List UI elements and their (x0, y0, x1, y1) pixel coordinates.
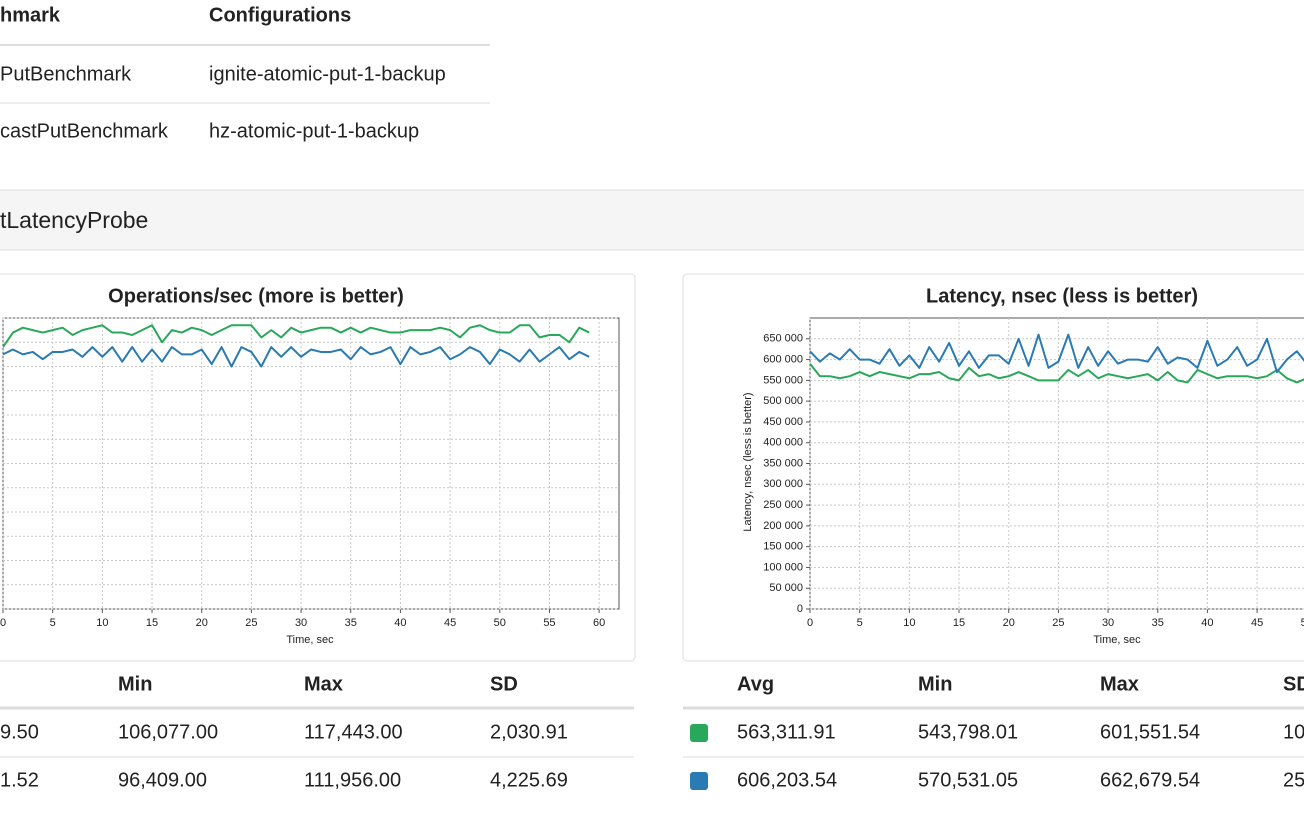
table-header: SD (490, 673, 518, 695)
y-tick-label: 350 000 (763, 457, 803, 469)
x-tick-label: 5 (857, 617, 863, 629)
table-cell: 106,077.00 (118, 721, 218, 743)
plot-lines (3, 324, 590, 368)
x-tick-label: 25 (245, 617, 257, 629)
table-cell: ignite-atomic-put-1-backup (209, 63, 446, 85)
table-cell: 4,225.69 (490, 769, 568, 791)
series-line (810, 333, 1304, 374)
x-axis-title: Time, sec (1093, 634, 1141, 646)
x-tick-label: 40 (394, 617, 406, 629)
y-tick-label: 100 000 (763, 561, 803, 573)
x-tick-label: 0 (0, 617, 6, 629)
table-cell: PutBenchmark (0, 63, 132, 85)
table-cell: 601,551.54 (1100, 721, 1200, 743)
table-header: hmark (0, 4, 61, 26)
section-bar (0, 189, 1304, 251)
x-tick-label: 20 (1003, 617, 1015, 629)
x-tick-label: 10 (903, 617, 915, 629)
table-cell: castPutBenchmark (0, 120, 169, 142)
y-tick-label: 0 (797, 603, 803, 615)
legend-swatch (690, 724, 708, 742)
y-tick-label: 650 000 (763, 333, 803, 345)
legend-swatch (690, 772, 708, 790)
x-tick-label: 15 (146, 617, 158, 629)
x-tick-label: 30 (295, 617, 307, 629)
table-cell: 2,030.91 (490, 721, 568, 743)
x-tick-label: 40 (1201, 617, 1213, 629)
plot-lines (810, 333, 1304, 384)
table-cell: 662,679.54 (1100, 769, 1200, 791)
section-title: tLatencyProbe (0, 207, 148, 233)
x-tick-label: 50 (494, 617, 506, 629)
table-header: Configurations (209, 4, 351, 26)
y-tick-label: 250 000 (763, 499, 803, 511)
x-tick-label: 60 (593, 617, 605, 629)
series-line (3, 324, 590, 348)
table-cell: 563,311.91 (737, 721, 836, 743)
table-header: Max (1100, 673, 1139, 695)
series-line (3, 346, 590, 368)
series-line (810, 363, 1304, 384)
y-tick-label: 150 000 (763, 541, 803, 553)
y-tick-label: 200 000 (763, 520, 803, 532)
x-tick-label: 10 (96, 617, 108, 629)
chart-title: Operations/sec (more is better) (108, 285, 404, 307)
x-tick-label: 45 (1251, 617, 1263, 629)
x-tick-label: 45 (444, 617, 456, 629)
table-cell: 9.50 (0, 721, 39, 743)
table-header: Min (118, 673, 152, 695)
table-cell: 1.52 (0, 769, 39, 791)
x-tick-label: 30 (1102, 617, 1114, 629)
y-tick-label: 600 000 (763, 353, 803, 365)
y-tick-label: 400 000 (763, 437, 803, 449)
x-tick-label: 50 (1301, 617, 1304, 629)
y-tick-label: 300 000 (763, 478, 803, 490)
x-tick-label: 55 (543, 617, 555, 629)
plot-area (809, 317, 1304, 610)
x-tick-label: 20 (196, 617, 208, 629)
table-header: Avg (737, 673, 774, 695)
table-cell: hz-atomic-put-1-backup (209, 120, 419, 142)
x-tick-label: 0 (807, 617, 813, 629)
table-header: Min (918, 673, 952, 695)
y-tick-label: 450 000 (763, 416, 803, 428)
table-cell: 606,203.54 (737, 769, 837, 791)
table-cell: 117,443.00 (304, 721, 403, 743)
y-tick-label: 550 000 (763, 374, 803, 386)
table-header: Max (304, 673, 343, 695)
y-axis-title: Latency, nsec (less is better) (742, 392, 754, 531)
table-cell: 96,409.00 (118, 769, 207, 791)
table-header: SD (1283, 673, 1304, 695)
table-cell: 25 (1283, 769, 1304, 791)
y-tick-label: 500 000 (763, 395, 803, 407)
table-cell: 543,798.01 (918, 721, 1018, 743)
x-tick-label: 5 (50, 617, 56, 629)
table-cell: 111,956.00 (304, 769, 401, 791)
y-tick-label: 50 000 (769, 582, 803, 594)
x-tick-label: 35 (1152, 617, 1164, 629)
x-tick-label: 35 (345, 617, 357, 629)
table-cell: 10 (1283, 721, 1304, 743)
x-tick-label: 25 (1052, 617, 1064, 629)
chart-title: Latency, nsec (less is better) (926, 285, 1198, 307)
x-tick-label: 15 (953, 617, 965, 629)
x-axis-title: Time, sec (286, 634, 334, 646)
table-cell: 570,531.05 (918, 769, 1018, 791)
